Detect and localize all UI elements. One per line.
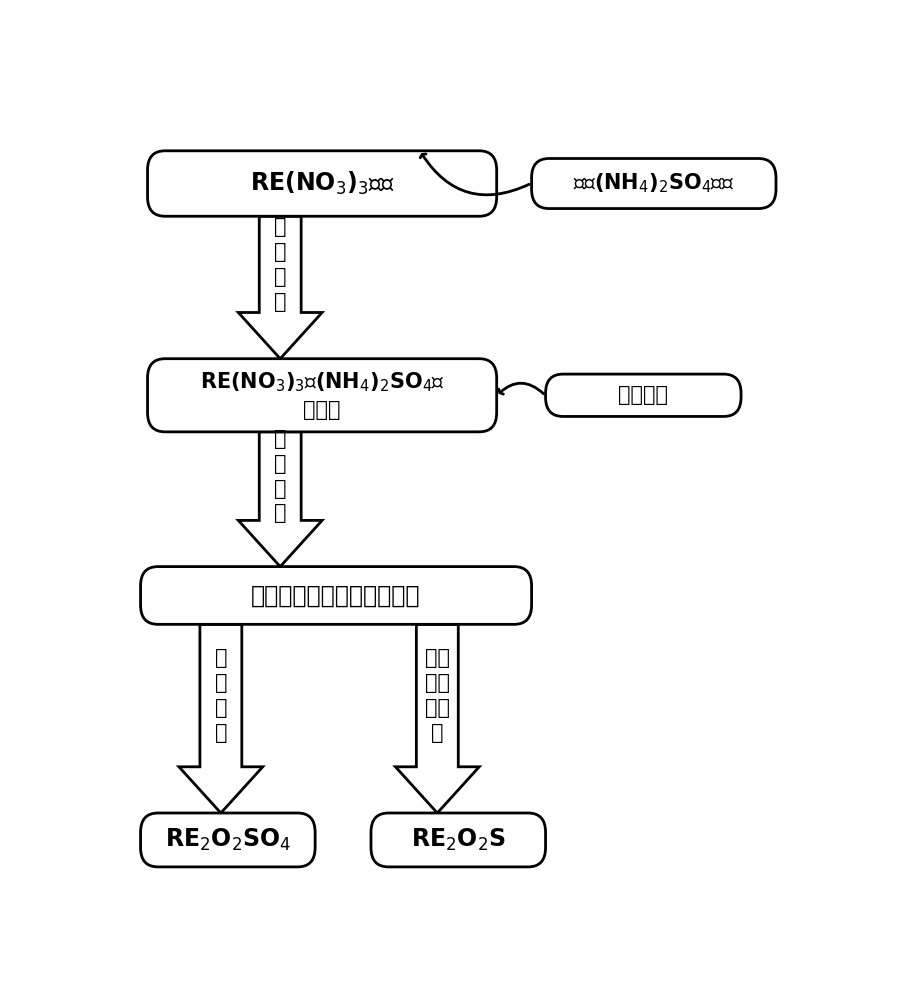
Text: 搞
拌
均
匀: 搞 拌 均 匀 — [274, 217, 287, 312]
Text: RE(NO$_3$)$_3$溶液: RE(NO$_3$)$_3$溶液 — [250, 170, 395, 197]
Text: RE(NO$_3$)$_3$和(NH$_4$)$_2$SO$_4$混
合溶液: RE(NO$_3$)$_3$和(NH$_4$)$_2$SO$_4$混 合溶液 — [200, 370, 444, 420]
Text: 硫酸盐型稀土层状氧氧化物: 硫酸盐型稀土层状氧氧化物 — [251, 583, 421, 607]
Polygon shape — [179, 624, 263, 813]
FancyBboxPatch shape — [148, 151, 496, 216]
Polygon shape — [238, 216, 323, 359]
FancyBboxPatch shape — [148, 359, 496, 432]
FancyBboxPatch shape — [141, 813, 315, 867]
Text: 滴入氨水: 滴入氨水 — [618, 385, 669, 405]
Text: RE$_2$O$_2$S: RE$_2$O$_2$S — [411, 827, 505, 853]
FancyBboxPatch shape — [545, 374, 741, 416]
Text: 空
气
煟
烧: 空 气 煟 烧 — [214, 648, 227, 743]
FancyBboxPatch shape — [371, 813, 545, 867]
Polygon shape — [238, 432, 323, 567]
Text: 加入(NH$_4$)$_2$SO$_4$颗粒: 加入(NH$_4$)$_2$SO$_4$颗粒 — [573, 172, 734, 195]
Text: 水
热
反
应: 水 热 反 应 — [274, 429, 287, 523]
Text: 还原
性气
氛煟
烧: 还原 性气 氛煟 烧 — [425, 648, 450, 743]
FancyBboxPatch shape — [532, 158, 776, 209]
Polygon shape — [396, 624, 479, 813]
Text: RE$_2$O$_2$SO$_4$: RE$_2$O$_2$SO$_4$ — [165, 827, 291, 853]
FancyBboxPatch shape — [141, 567, 532, 624]
